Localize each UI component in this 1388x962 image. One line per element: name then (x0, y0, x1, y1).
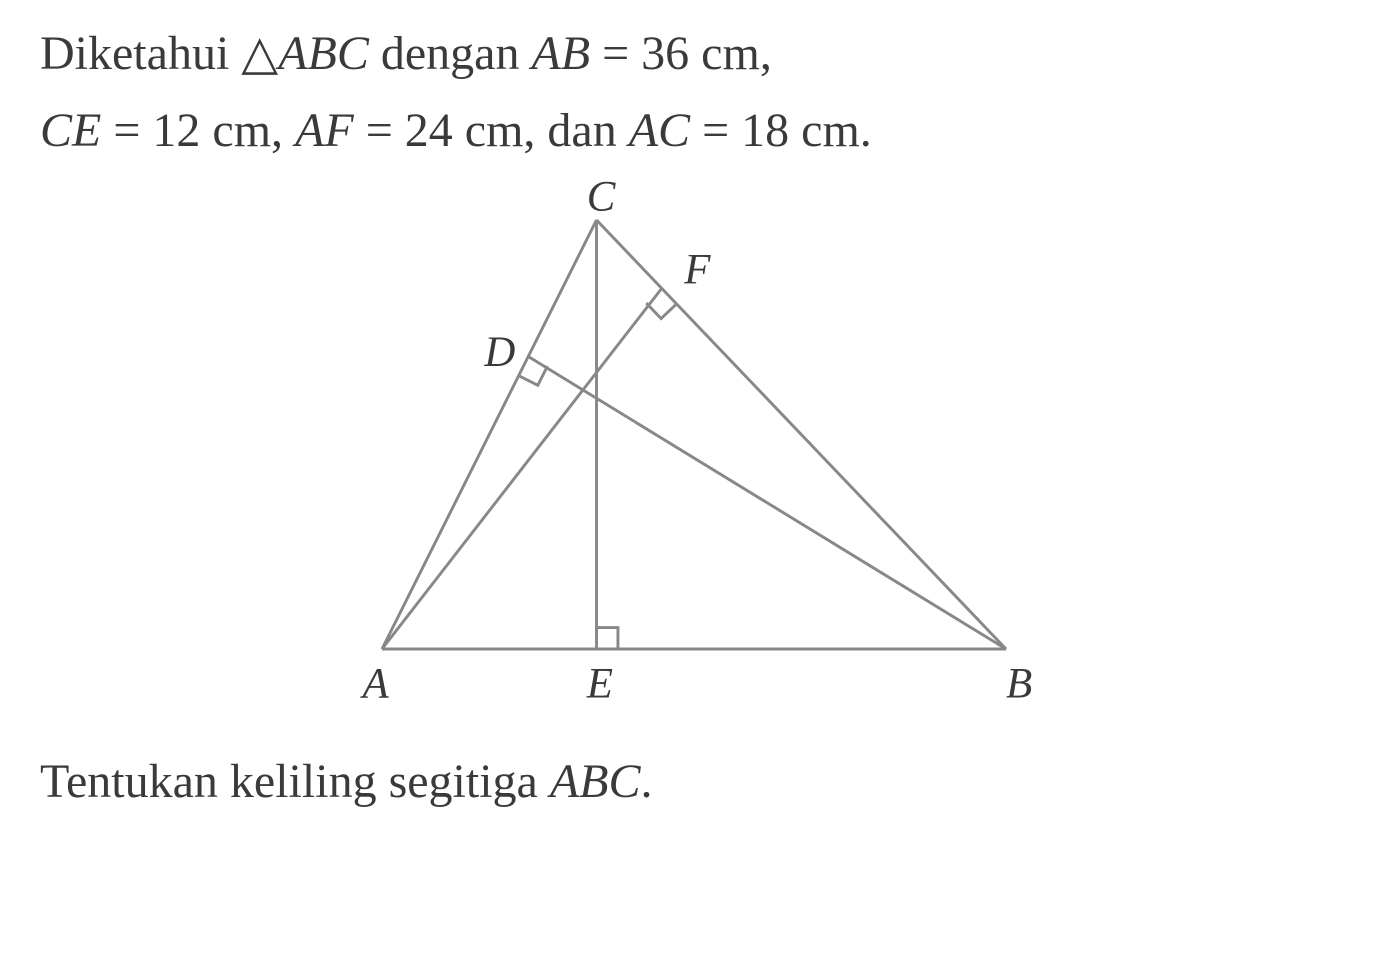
right-angle-f (646, 303, 676, 319)
side-ca (382, 220, 597, 649)
diagram-container: A B C D E F (40, 174, 1348, 734)
text-dengan: dengan (369, 27, 532, 80)
af-value: = 24 cm, dan (354, 104, 629, 157)
problem-statement-line1: Diketahui △ABC dengan AB = 36 cm, (40, 20, 1348, 87)
ce-value: = 12 cm, (101, 104, 295, 157)
question-part1: Tentukan keliling segitiga (40, 755, 550, 808)
ab-value: = 36 cm, (590, 27, 772, 80)
question-abc: ABC (550, 755, 641, 808)
segment-af (382, 289, 662, 650)
vertex-label-b: B (1006, 661, 1032, 708)
ce-label: CE (40, 104, 101, 157)
vertex-label-f: F (683, 247, 711, 294)
problem-statement-line2: CE = 12 cm, AF = 24 cm, dan AC = 18 cm. (40, 97, 1348, 164)
question-part2: . (641, 755, 653, 808)
ac-label: AC (629, 104, 690, 157)
vertex-label-e: E (586, 661, 613, 708)
triangle-symbol: △ (241, 27, 278, 80)
question-statement: Tentukan keliling segitiga ABC. (40, 754, 1348, 809)
right-angle-e (597, 628, 618, 649)
vertex-label-c: C (587, 174, 616, 220)
vertex-label-d: D (483, 330, 515, 377)
vertex-label-a: A (360, 661, 390, 708)
ac-value: = 18 cm. (690, 104, 872, 157)
triangle-diagram: A B C D E F (304, 174, 1084, 734)
ab-label: AB (531, 27, 590, 80)
triangle-abc: ABC (278, 27, 369, 80)
af-label: AF (295, 104, 354, 157)
text-diketahui: Diketahui (40, 27, 241, 80)
